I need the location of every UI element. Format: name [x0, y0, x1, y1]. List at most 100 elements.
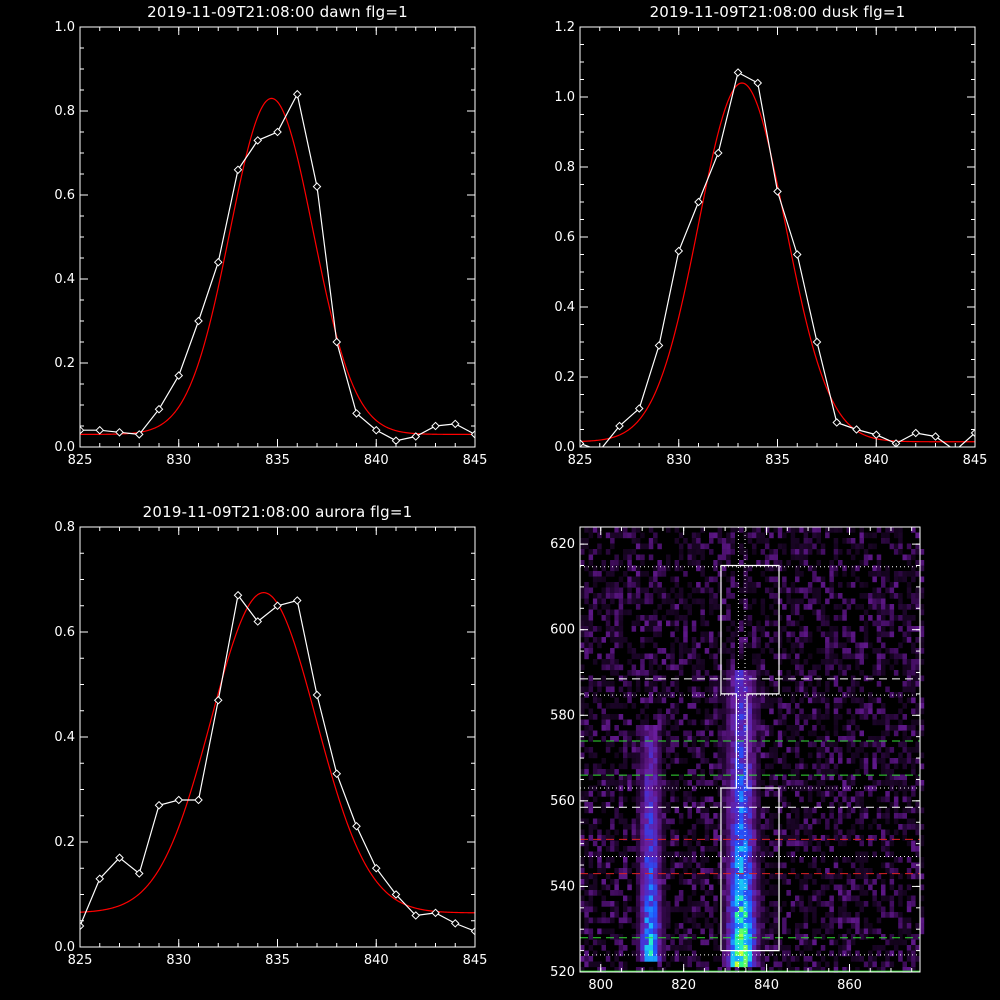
spectrum-panel-3: 825 830 835 840 8450.00.20.40.60.82019-11-09…: [54, 503, 487, 968]
heatmap-cell: [674, 780, 680, 786]
heatmap-cell: [739, 637, 744, 643]
heatmap-cell: [893, 582, 899, 588]
heatmap-cell: [760, 906, 766, 913]
heatmap-cell: [734, 901, 740, 907]
heatmap-cell: [592, 906, 598, 913]
heatmap-cell: [911, 730, 916, 737]
heatmap-cell: [829, 593, 834, 599]
heatmap-cell: [653, 934, 658, 940]
heatmap-cell: [678, 890, 684, 896]
heatmap-cell: [674, 576, 680, 583]
heatmap-cell: [820, 791, 826, 797]
heatmap-cell: [726, 664, 731, 671]
heatmap-cell: [700, 549, 705, 555]
heatmap-cell: [859, 697, 864, 704]
heatmap-cell: [717, 714, 723, 720]
heatmap-cell: [734, 928, 740, 935]
heatmap-cell: [601, 675, 606, 682]
heatmap-cell: [838, 703, 843, 709]
heatmap-cell: [666, 945, 671, 951]
heatmap-cell: [734, 675, 740, 682]
heatmap-cell: [846, 928, 852, 935]
heatmap-cell: [644, 763, 649, 770]
heatmap-cell: [799, 664, 804, 671]
heatmap-cell: [833, 703, 839, 709]
heatmap-cell: [743, 714, 748, 720]
heatmap-cell: [610, 593, 615, 599]
heatmap-cell: [614, 967, 619, 973]
heatmap-cell: [648, 851, 654, 858]
heatmap-cell: [644, 824, 649, 830]
heatmap-cell: [661, 659, 667, 665]
heatmap-cell: [721, 708, 727, 715]
heatmap-cell: [618, 703, 624, 709]
heatmap-cell: [592, 939, 598, 946]
heatmap-cell: [627, 609, 632, 616]
heatmap-cell: [627, 681, 632, 687]
heatmap-cell: [717, 851, 723, 858]
heatmap-cell: [850, 675, 856, 682]
heatmap-cell: [631, 818, 637, 825]
heatmap-cell: [661, 868, 667, 874]
heatmap-cell: [872, 532, 877, 539]
y-tick-label: 560: [550, 794, 575, 809]
heatmap-cell: [743, 961, 748, 968]
heatmap-cell: [709, 846, 714, 852]
heatmap-cell: [881, 934, 886, 940]
heatmap-cell: [678, 642, 684, 649]
heatmap-cell: [691, 796, 697, 803]
heatmap-cell: [833, 714, 839, 720]
heatmap-cell: [614, 769, 619, 775]
heatmap-cell: [747, 868, 753, 874]
heatmap-cell: [618, 763, 624, 770]
heatmap-cell: [764, 824, 770, 830]
heatmap-cell: [721, 642, 727, 649]
heatmap-cell: [833, 967, 839, 973]
heatmap-cell: [816, 675, 821, 682]
heatmap-cell: [648, 813, 654, 819]
heatmap-cell: [872, 697, 877, 704]
heatmap-cell: [786, 802, 791, 808]
heatmap-cell: [760, 950, 766, 957]
heatmap-cell: [717, 725, 723, 731]
heatmap-cell: [691, 736, 697, 742]
heatmap-cell: [799, 796, 804, 803]
heatmap-cell: [747, 714, 753, 720]
heatmap-cell: [777, 637, 783, 643]
heatmap-cell: [597, 681, 602, 687]
heatmap-cell: [795, 642, 800, 649]
heatmap-cell: [812, 846, 817, 852]
heatmap-cell: [640, 571, 645, 577]
heatmap-cell: [657, 593, 662, 599]
heatmap-cell: [726, 560, 731, 566]
heatmap-cell: [696, 923, 701, 929]
heatmap-cell: [661, 846, 667, 852]
heatmap-cell: [859, 686, 864, 693]
heatmap-cell: [721, 807, 727, 814]
heatmap-cell: [614, 879, 619, 885]
heatmap-cell: [623, 824, 628, 830]
heatmap-cell: [657, 604, 662, 610]
heatmap-cell: [631, 780, 637, 786]
heatmap-cell: [648, 890, 654, 896]
heatmap-cell: [653, 807, 658, 814]
heatmap-cell: [752, 659, 757, 665]
heatmap-cell: [906, 950, 912, 957]
heatmap-cell: [605, 587, 611, 594]
heatmap-cell: [777, 961, 783, 968]
heatmap-cell: [661, 857, 667, 863]
heatmap-cell: [893, 796, 899, 803]
heatmap-cell: [640, 818, 645, 825]
heatmap-cell: [726, 587, 731, 594]
heatmap-cell: [683, 956, 688, 962]
heatmap-cell: [631, 939, 637, 946]
heatmap-cell: [730, 807, 735, 814]
heatmap-cell: [743, 862, 748, 869]
heatmap-cell: [820, 747, 826, 753]
heatmap-cell: [648, 527, 654, 533]
heatmap-cell: [868, 532, 873, 539]
heatmap-cell: [915, 543, 920, 550]
heatmap-cell: [721, 615, 727, 621]
heatmap-cell: [691, 626, 697, 632]
heatmap-cell: [799, 763, 804, 770]
